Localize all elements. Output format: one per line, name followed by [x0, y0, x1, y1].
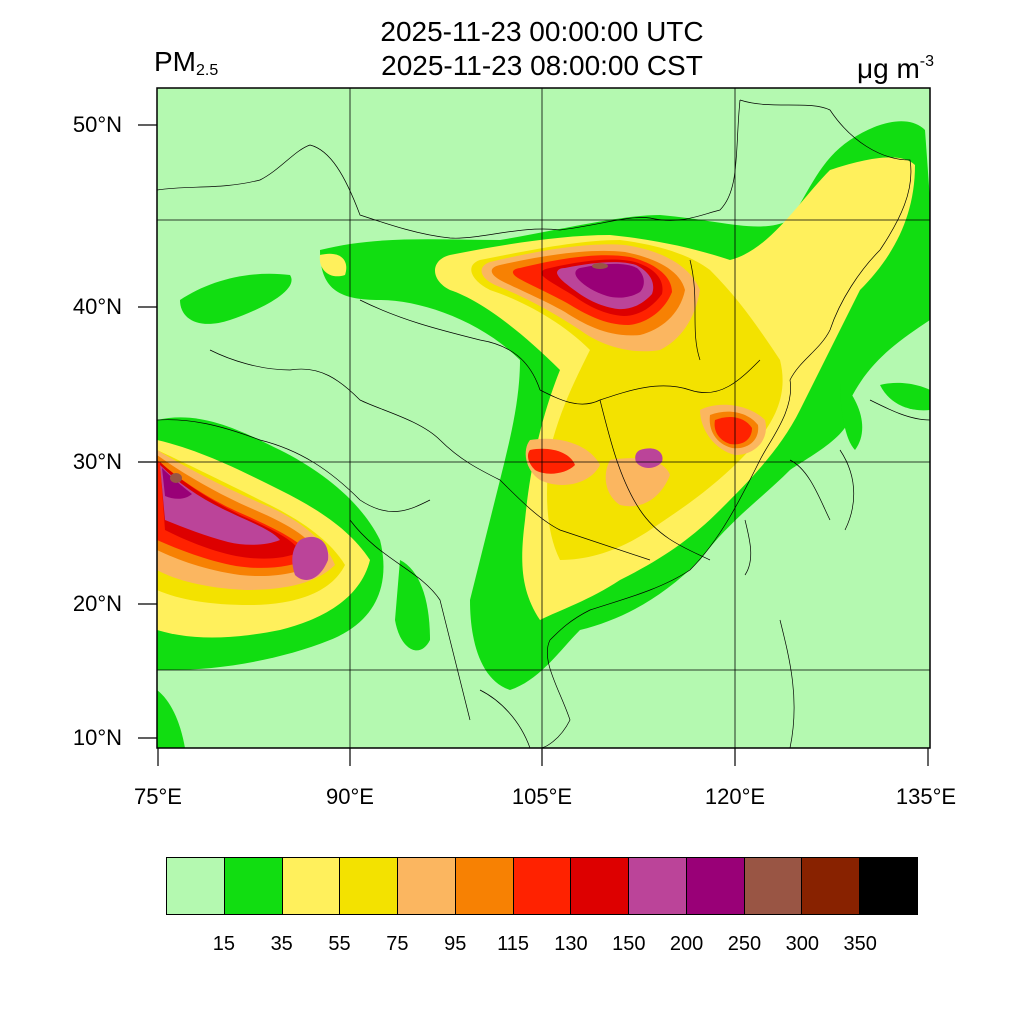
pm25-level-300-areas — [170, 263, 608, 483]
boundaries — [157, 99, 930, 748]
colorbar-label: 35 — [270, 933, 293, 955]
colorbar-label: 300 — [785, 933, 819, 955]
colorbar-swatch — [282, 858, 341, 914]
colorbar-swatch — [455, 858, 514, 914]
axis-ticks — [138, 124, 929, 766]
map-plot-area — [157, 88, 930, 748]
colorbar-label: 250 — [727, 933, 762, 955]
colorbar-swatch — [571, 858, 630, 914]
lon-label-90e: 90°E — [326, 784, 374, 809]
map-title-utc: 2025-11-23 00:00:00 UTC — [380, 16, 704, 47]
lat-label-10n: 10°N — [72, 725, 122, 750]
units-base: μg m — [856, 53, 920, 84]
colorbar-label: 150 — [612, 933, 646, 955]
lon-label-105e: 105°E — [511, 784, 573, 809]
colorbar-swatch — [629, 858, 687, 914]
variable-name: PM2.5 — [154, 46, 218, 87]
colorbar-label: 115 — [497, 933, 529, 955]
colorbar-label: 350 — [843, 933, 877, 955]
map-frame — [156, 87, 931, 749]
colorbar-label: 75 — [386, 933, 409, 955]
colorbar-swatch — [513, 858, 572, 914]
colorbar-label: 95 — [444, 933, 467, 955]
colorbar-label: 200 — [669, 933, 704, 955]
variable-base: PM — [154, 46, 196, 77]
colorbar-label: 130 — [554, 933, 588, 955]
map-title-cst: 2025-11-23 08:00:00 CST — [381, 50, 703, 81]
colorbar-swatch — [802, 858, 861, 914]
units-exponent: -3 — [919, 53, 934, 70]
colorbar-swatch — [398, 858, 456, 914]
colorbar-label: 15 — [212, 933, 235, 955]
units-label: μg m-3 — [857, 46, 934, 85]
colorbar-label: 55 — [328, 933, 351, 955]
colorbar-swatch — [744, 858, 803, 914]
lat-label-20n: 20°N — [72, 591, 122, 616]
variable-subscript: 2.5 — [196, 62, 219, 79]
lon-label-75e: 75°E — [134, 784, 182, 809]
colorbar-swatch — [167, 858, 225, 914]
graticule — [157, 88, 930, 748]
lat-label-30n: 30°N — [72, 449, 122, 474]
colorbar-swatch — [340, 858, 399, 914]
colorbar-swatch — [224, 858, 283, 914]
lon-label-120e: 120°E — [704, 784, 766, 809]
lat-label-40n: 40°N — [72, 294, 122, 319]
pm25-level-250-areas — [162, 263, 644, 499]
colorbar-swatch — [686, 858, 745, 914]
lon-label-135e: 135°E — [895, 784, 957, 809]
colorbar-swatch — [860, 858, 917, 914]
lat-label-50n: 50°N — [72, 112, 122, 137]
colorbar — [166, 857, 918, 915]
